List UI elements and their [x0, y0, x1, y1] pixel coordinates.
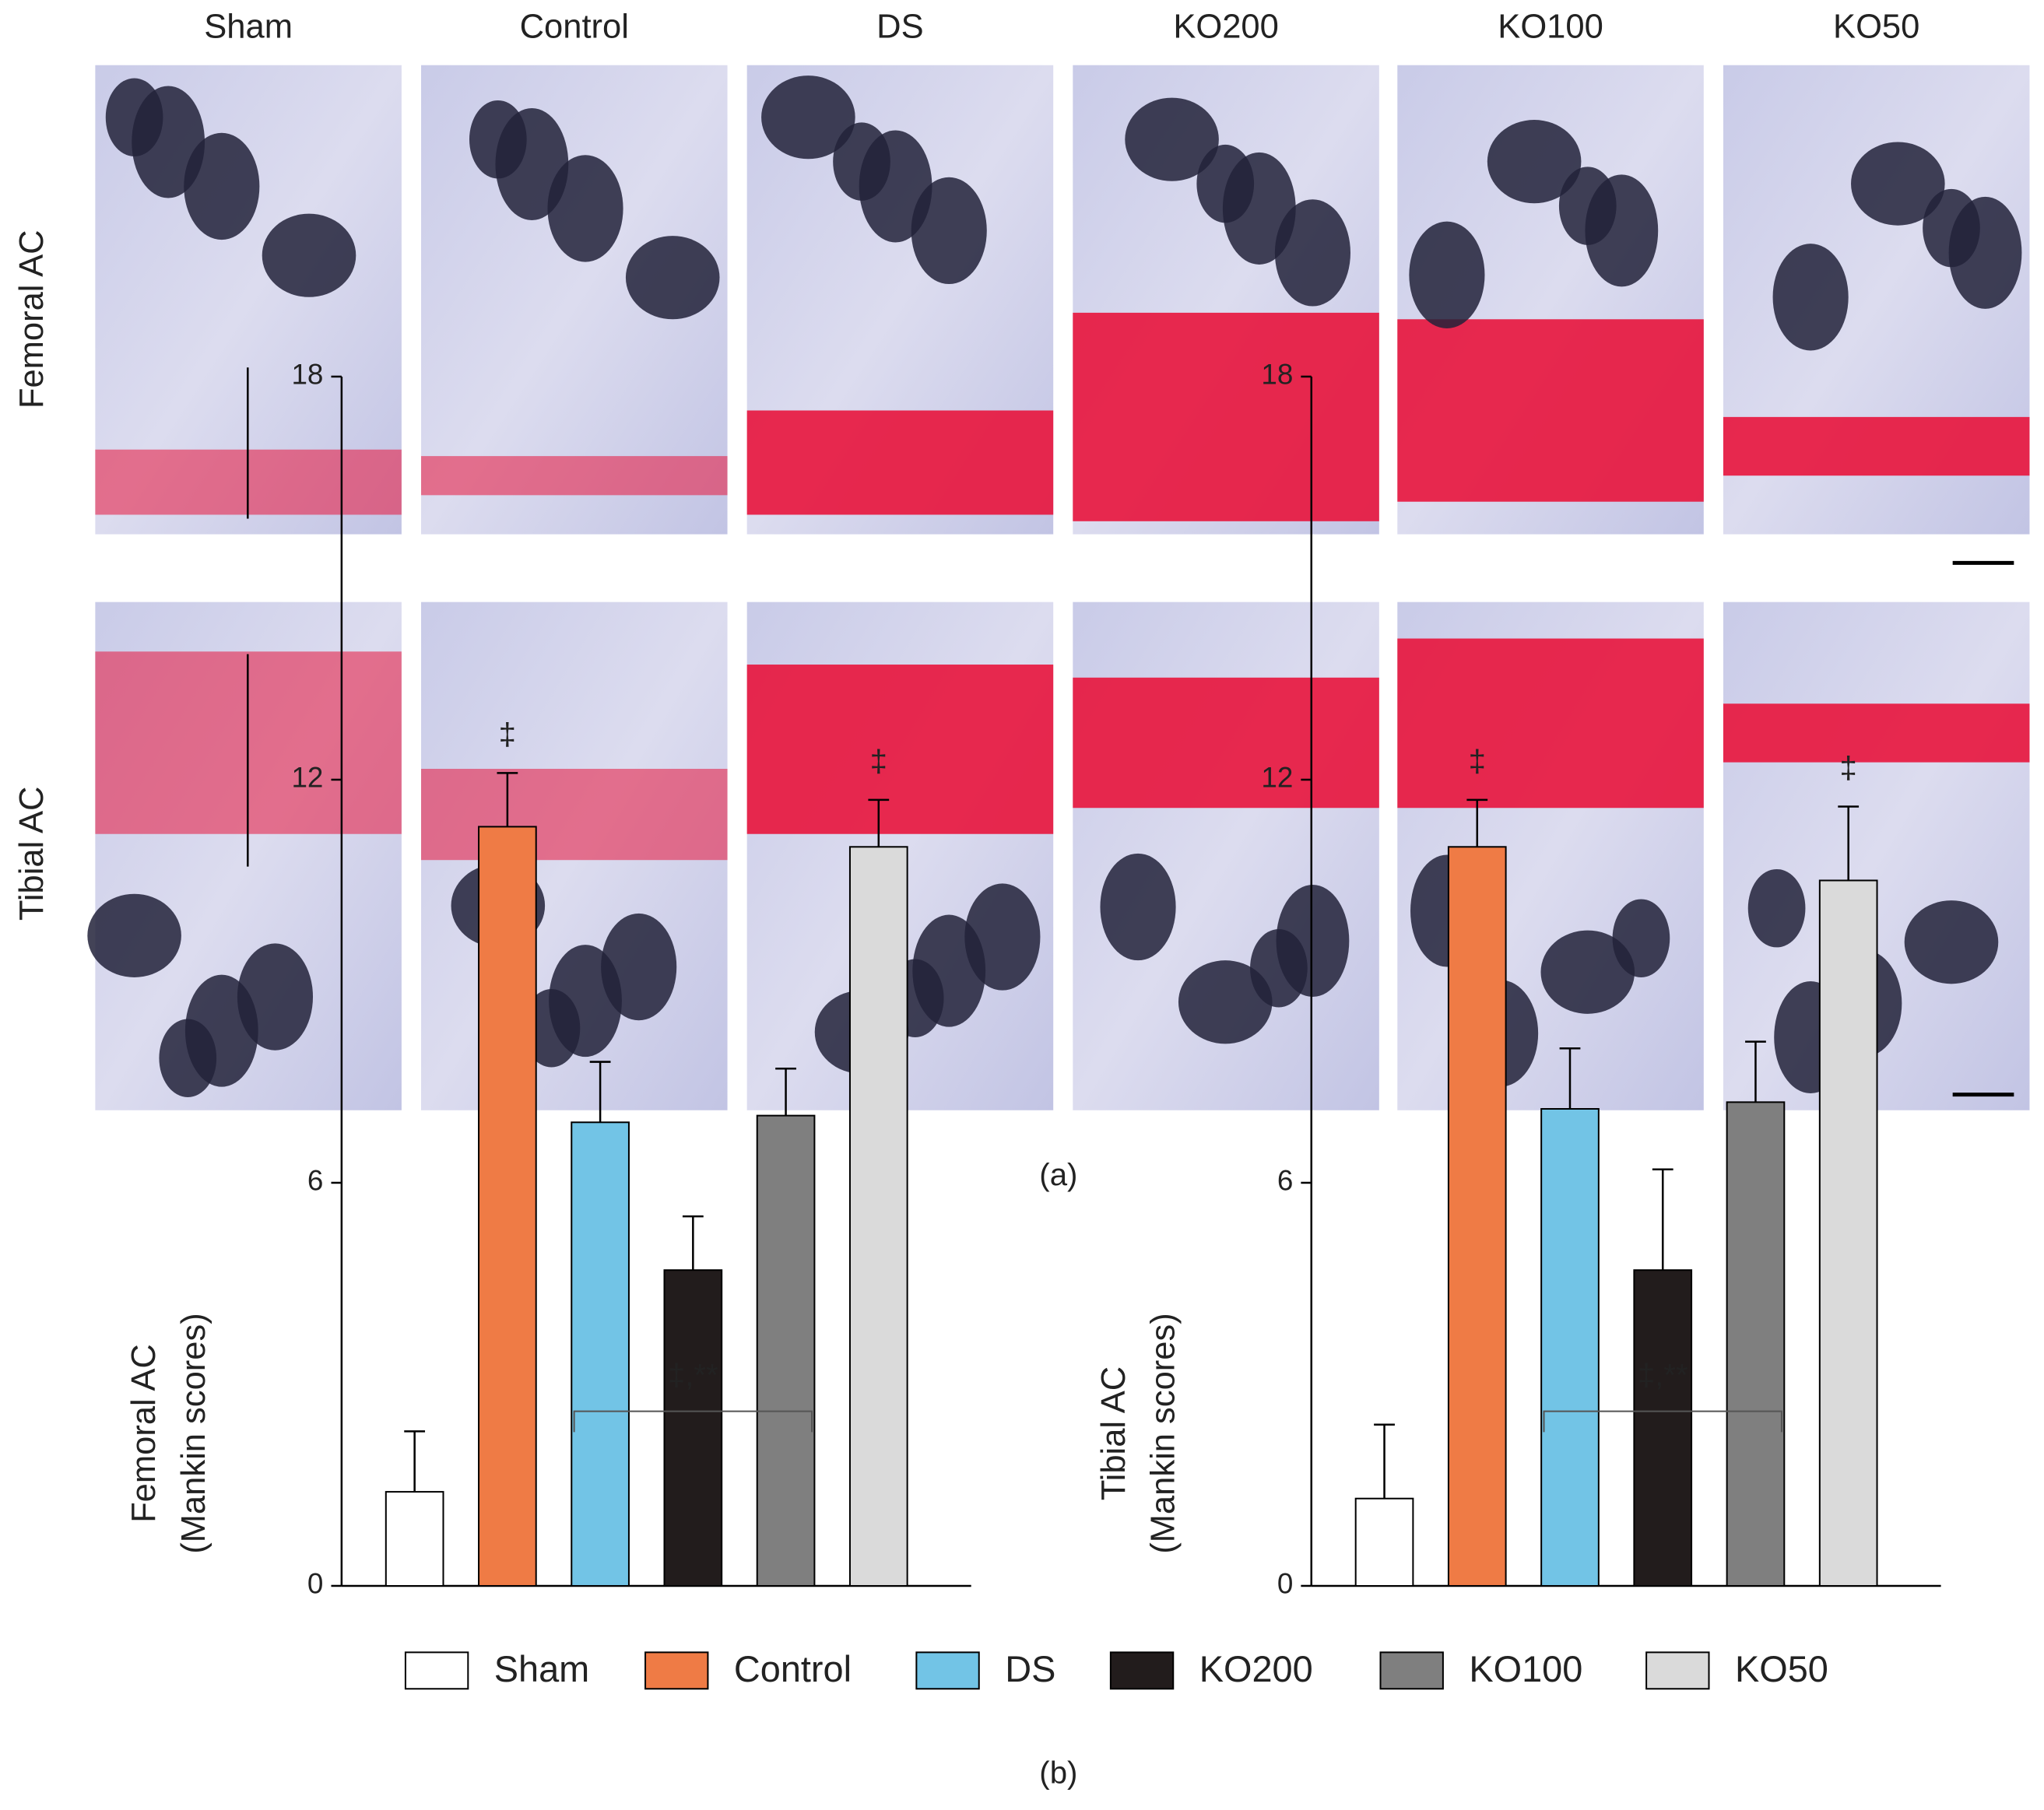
marrow-space [1747, 868, 1806, 948]
marrow-space [761, 75, 855, 160]
marrow-space [859, 130, 932, 243]
stain-band [746, 410, 1054, 515]
caption-b: (b) [1039, 1755, 1077, 1790]
marrow-space [1409, 221, 1485, 328]
marrow-space [1276, 885, 1350, 998]
panel-label: KO50 [1833, 8, 1919, 45]
legend-label: KO50 [1735, 1649, 1828, 1689]
bar [663, 1269, 723, 1587]
stain-band [1723, 703, 2030, 763]
bar [1354, 1497, 1414, 1587]
stain-band [1397, 638, 1704, 809]
marrow-space [495, 107, 569, 221]
marrow-space [1487, 120, 1582, 204]
legend-swatch [1109, 1651, 1175, 1690]
y-axis-title: Femoral AC [125, 1344, 163, 1523]
significance-mark: ‡ [499, 717, 516, 752]
marrow-space [1178, 960, 1273, 1044]
stain-band [746, 665, 1054, 834]
y-tick-label: 12 [1261, 762, 1293, 794]
stain-band [421, 769, 728, 861]
legend-label: KO200 [1199, 1649, 1313, 1689]
caption-a: (a) [1039, 1157, 1077, 1192]
y-tick-label: 6 [307, 1165, 323, 1197]
marrow-space [1540, 930, 1635, 1014]
legend-label: DS [1005, 1649, 1055, 1689]
bar [1447, 846, 1507, 1587]
marrow-space [132, 86, 205, 198]
marrow-space [625, 236, 720, 320]
marrow-space [549, 945, 622, 1058]
y-axis-title: (Mankin scores) [175, 1313, 212, 1554]
stain-band [421, 456, 728, 496]
marrow-space [87, 893, 181, 977]
panel-label: DS [876, 8, 923, 45]
marrow-space [184, 974, 258, 1087]
legend-swatch [915, 1651, 980, 1690]
y-tick-label: 6 [1277, 1165, 1293, 1197]
significance-mark: ‡ [1840, 750, 1857, 785]
bar [385, 1491, 444, 1587]
legend-label: Control [734, 1649, 852, 1689]
y-axis-title: (Mankin scores) [1145, 1313, 1182, 1554]
bar [478, 826, 537, 1587]
row-label: Femoral AC [13, 230, 51, 409]
bar [1818, 879, 1878, 1587]
row-label: Tibial AC [13, 787, 51, 921]
legend-label: Sham [494, 1649, 589, 1689]
y-tick-label: 0 [307, 1568, 323, 1600]
panel-label: Control [520, 8, 629, 45]
marrow-space [1100, 853, 1176, 961]
bar [756, 1114, 816, 1587]
y-tick-label: 18 [1261, 359, 1293, 391]
legend-swatch [404, 1651, 469, 1690]
marrow-space [1772, 244, 1849, 351]
y-axis-title: Tibial AC [1095, 1366, 1133, 1501]
bar [571, 1121, 630, 1587]
panel-label: KO100 [1498, 8, 1603, 45]
bracket [1543, 1410, 1782, 1433]
marrow-space [262, 213, 356, 297]
significance-mark: ‡,** [1638, 1358, 1688, 1393]
significance-mark: ‡ [870, 744, 887, 779]
significance-mark: ‡,** [668, 1358, 718, 1393]
bar [1540, 1107, 1600, 1587]
legend-swatch [1379, 1651, 1444, 1690]
stain-band [1723, 416, 2030, 476]
marrow-space [1904, 900, 1999, 984]
stain-band [1073, 677, 1379, 809]
panel-label: Sham [204, 8, 293, 45]
bar [1726, 1101, 1786, 1587]
stain-band [1397, 319, 1704, 502]
legend-label: KO100 [1469, 1649, 1582, 1689]
marrow-space [1585, 174, 1659, 287]
y-tick-label: 18 [291, 359, 323, 391]
marrow-space [1851, 142, 1945, 226]
marrow-space [912, 914, 986, 1027]
legend-swatch [644, 1651, 709, 1690]
legend-swatch [1645, 1651, 1710, 1690]
marrow-space [1948, 196, 2022, 309]
y-tick-label: 0 [1277, 1568, 1293, 1600]
panel-label: KO200 [1173, 8, 1278, 45]
y-tick-label: 12 [291, 762, 323, 794]
marrow-space [1222, 152, 1296, 265]
marrow-space [1125, 97, 1219, 181]
bar [1633, 1269, 1693, 1587]
stain-band [1073, 312, 1379, 521]
significance-mark: ‡ [1469, 744, 1486, 779]
bracket [573, 1410, 813, 1433]
bar [848, 846, 908, 1587]
